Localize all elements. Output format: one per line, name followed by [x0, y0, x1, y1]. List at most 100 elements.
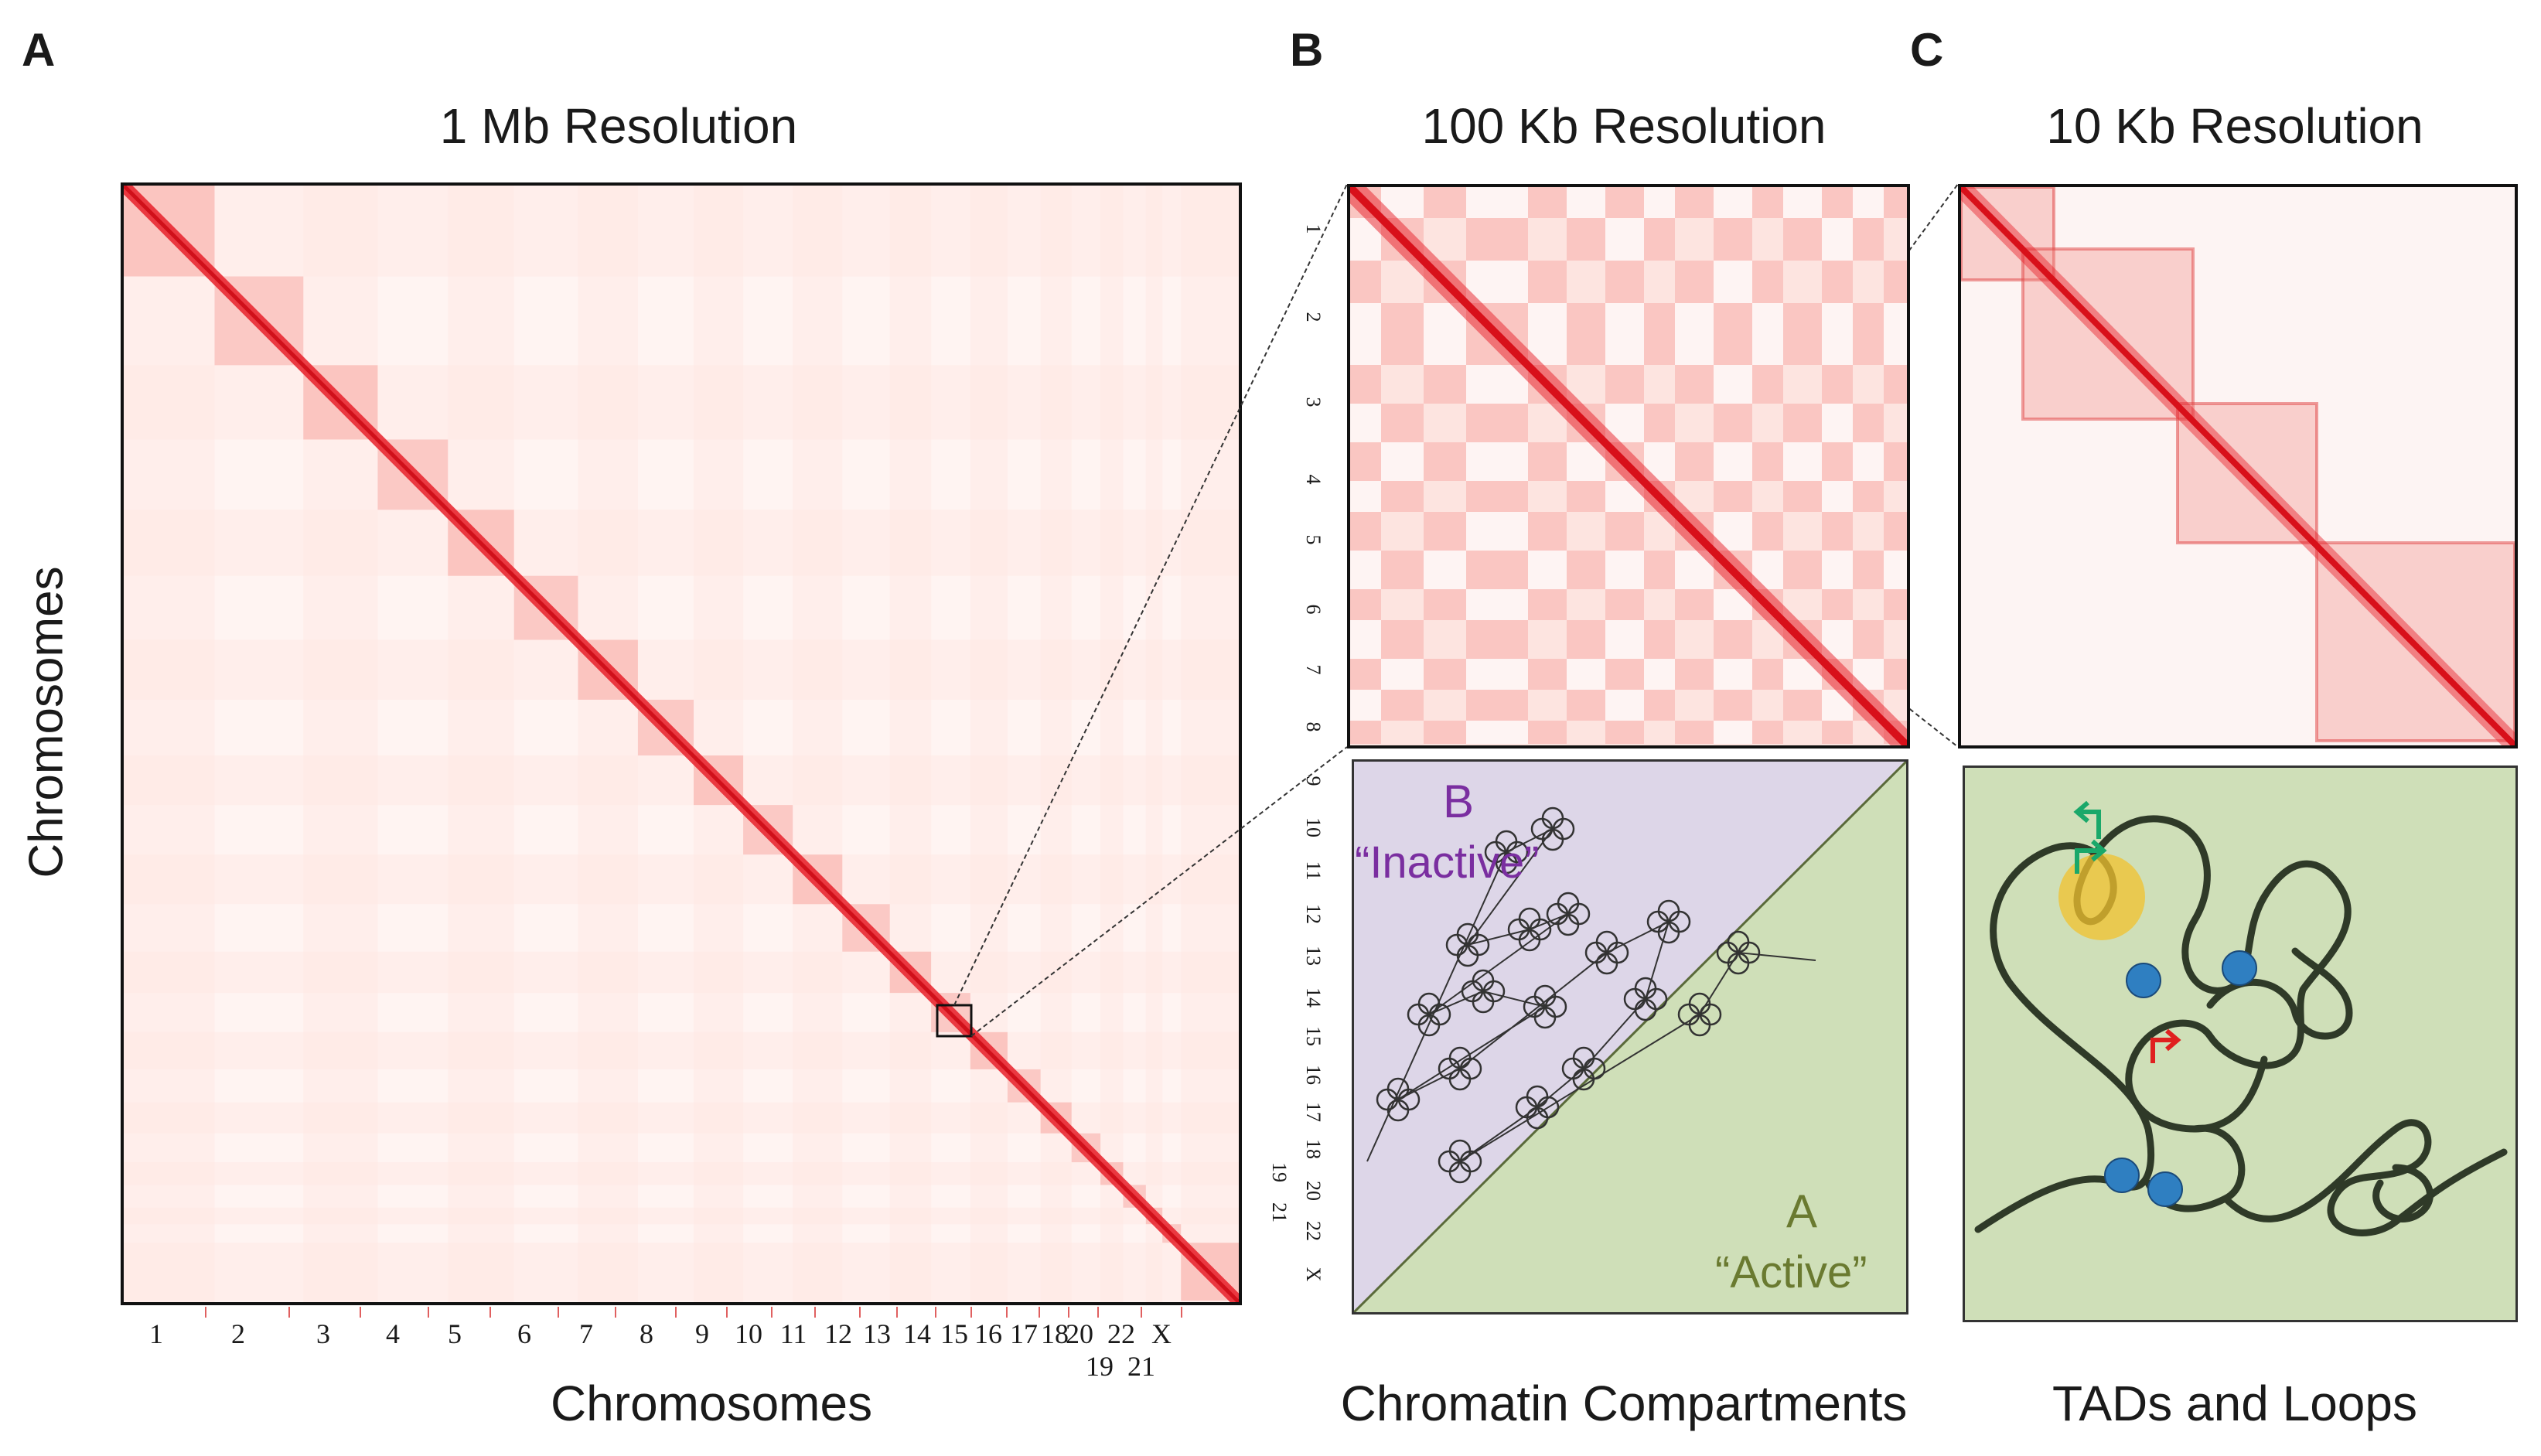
compartment-gap — [1822, 481, 1853, 512]
x-tick-label: X — [1151, 1318, 1172, 1349]
cohesin-ring-3 — [2104, 1158, 2140, 1193]
compartment-cell — [1675, 187, 1714, 218]
compartment-cell — [1783, 481, 1822, 512]
compartment-cell — [1752, 442, 1783, 481]
compartment-gap — [1644, 187, 1675, 218]
compartment-cell — [1853, 481, 1884, 512]
tad-loop-diagram — [1963, 766, 2518, 1322]
compartment-cell — [1714, 481, 1752, 512]
diagonal — [1961, 187, 2515, 745]
compartment-b-letter: B — [1443, 776, 1475, 827]
compartment-cell — [1783, 551, 1822, 589]
compartment-gap — [1466, 187, 1528, 218]
compartment-gap — [1783, 442, 1822, 481]
compartment-cell — [1884, 512, 1907, 551]
compartment-cell — [1644, 404, 1675, 442]
x-tick-label: 18 — [1041, 1318, 1069, 1349]
compartment-gap — [1605, 620, 1644, 659]
compartment-cell — [1752, 261, 1783, 303]
x-tick-label: 15 — [940, 1318, 968, 1349]
x-tick-label: 14 — [903, 1318, 931, 1349]
compartment-cell — [1675, 261, 1714, 303]
hic-heatmap-c — [1961, 187, 2515, 745]
side-tick-label: 22 — [1302, 1221, 1325, 1241]
chromatin-fiber — [1366, 806, 1816, 1184]
side-tick-label: 5 — [1302, 534, 1325, 545]
x-tick-label: 2 — [231, 1318, 245, 1349]
compartment-cell — [1714, 690, 1752, 721]
compartment-cell — [1853, 218, 1884, 261]
compartment-cell — [1714, 404, 1752, 442]
compartment-cell — [1466, 690, 1528, 721]
chromatin-loop — [1541, 806, 1564, 830]
compartment-cell — [1424, 512, 1466, 551]
compartment-cell — [1528, 512, 1567, 551]
compartment-cell — [1884, 365, 1907, 404]
compartment-cell — [1466, 551, 1528, 589]
compartment-cell — [1884, 659, 1907, 690]
compartment-cell — [1822, 187, 1853, 218]
hic-heatmap-b — [1350, 187, 1907, 745]
compartment-gap — [1853, 187, 1884, 218]
compartment-cell — [1644, 690, 1675, 721]
x-tick-label: 1 — [149, 1318, 163, 1349]
panel-a-letter: A — [22, 24, 56, 76]
compartment-gap — [1424, 551, 1466, 589]
compartment-cell — [1822, 442, 1853, 481]
panel-b-letter: B — [1290, 24, 1324, 76]
compartment-cell — [1822, 512, 1853, 551]
compartment-cell — [1752, 365, 1783, 404]
tad-boundary — [2315, 541, 2515, 742]
compartment-gap — [1350, 620, 1381, 659]
hic-matrix-10kb — [1958, 184, 2518, 748]
compartment-gap — [1714, 365, 1752, 404]
compartment-gap — [1822, 551, 1853, 589]
cohesin-ring-1 — [2126, 963, 2161, 998]
x-tick-label: 12 — [824, 1318, 852, 1349]
compartment-cell — [1350, 512, 1381, 551]
compartment-gap — [1605, 218, 1644, 261]
x-tick-label: 8 — [640, 1318, 653, 1349]
x-tick-label: 20 — [1066, 1318, 1093, 1349]
compartment-cell — [1381, 690, 1424, 721]
cohesin-ring-4 — [2147, 1171, 2183, 1207]
x-tick-label: 22 — [1107, 1318, 1135, 1349]
compartment-cell — [1714, 218, 1752, 261]
compartment-cell — [1381, 481, 1424, 512]
compartment-cell — [1528, 261, 1567, 303]
hic-matrix-1mb — [121, 182, 1242, 1305]
compartment-cell — [1605, 261, 1644, 303]
panel-c-caption: TADs and Loops — [2052, 1376, 2417, 1431]
compartment-gap — [1675, 303, 1714, 365]
side-tick-label: 7 — [1302, 664, 1325, 675]
compartment-cell — [1424, 589, 1466, 620]
compartment-cell — [1350, 721, 1381, 744]
promoter-arrows-green — [2073, 800, 2107, 874]
compartment-gap — [1822, 303, 1853, 365]
x-tick-label: 16 — [974, 1318, 1002, 1349]
diagonal — [1350, 187, 1907, 745]
compartment-gap — [1714, 721, 1752, 744]
compartment-cell — [1884, 187, 1907, 218]
compartment-gap — [1853, 442, 1884, 481]
compartment-cell — [1567, 551, 1605, 589]
compartment-cell — [1822, 365, 1853, 404]
compartment-gap — [1466, 512, 1528, 551]
compartment-cell — [1605, 512, 1644, 551]
compartment-cell — [1675, 442, 1714, 481]
hic-matrix-100kb — [1347, 184, 1910, 748]
compartment-cell — [1528, 589, 1567, 620]
x-tick-label: 9 — [695, 1318, 709, 1349]
compartment-gap — [1381, 659, 1424, 690]
compartment-cell — [1350, 365, 1381, 404]
compartment-cell — [1675, 365, 1714, 404]
compartment-cell — [1381, 404, 1424, 442]
compartment-gap — [1466, 721, 1528, 744]
compartment-diagram: B “Inactive” A “Active” — [1352, 759, 1908, 1314]
chromatin-strand — [1366, 828, 1816, 1162]
panel-b-title: 100 Kb Resolution — [1421, 98, 1826, 154]
compartment-gap — [1466, 442, 1528, 481]
compartment-cell — [1350, 589, 1381, 620]
compartment-cell — [1466, 481, 1528, 512]
compartment-cell — [1424, 721, 1466, 744]
